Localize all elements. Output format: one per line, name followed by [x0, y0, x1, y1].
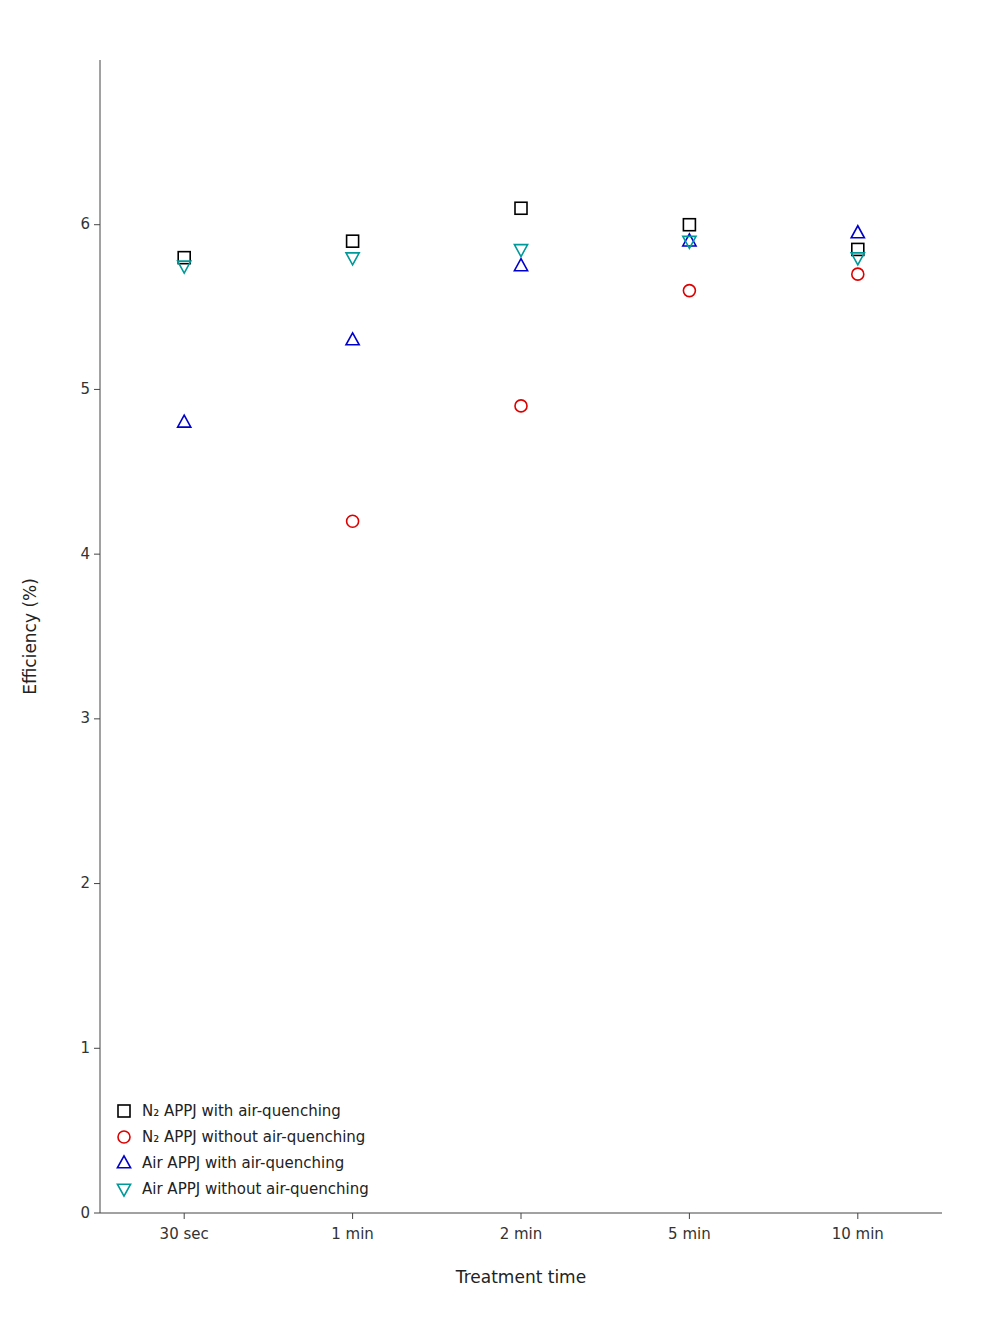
x-tick-label: 2 min [500, 1225, 543, 1243]
point [515, 202, 527, 214]
x-tick-label: 5 min [668, 1225, 711, 1243]
y-tick [94, 1048, 100, 1049]
x-tick-label: 10 min [832, 1225, 884, 1243]
x-tick [521, 1213, 522, 1219]
y-tick [94, 1213, 100, 1214]
y-tick [94, 224, 100, 225]
legend-marker [118, 1131, 130, 1143]
point [178, 261, 191, 273]
legend-marker [117, 1184, 130, 1196]
point [178, 415, 191, 427]
y-tick-label: 5 [80, 380, 90, 398]
point [347, 515, 359, 527]
legend-marker [117, 1156, 130, 1168]
point [683, 219, 695, 231]
y-tick [94, 554, 100, 555]
legend-label: Air APPJ with air-quenching [142, 1154, 344, 1172]
point [347, 235, 359, 247]
point [683, 236, 696, 248]
point [346, 333, 359, 345]
x-tick-label: 30 sec [160, 1225, 209, 1243]
legend-marker [118, 1105, 130, 1117]
y-tick-label: 2 [80, 874, 90, 892]
y-tick-label: 3 [80, 709, 90, 727]
y-tick [94, 718, 100, 719]
points [178, 202, 865, 527]
point [514, 245, 527, 257]
axes: 0 1 2 3 4 5 6 30 sec 1 min 2 min 5 min 10 min [80, 60, 942, 1243]
point [346, 253, 359, 265]
y-axis-line [100, 60, 101, 1213]
point [851, 226, 864, 238]
point [514, 259, 527, 271]
point [683, 285, 695, 297]
y-tick-label: 1 [80, 1039, 90, 1057]
legend-label: N₂ APPJ without air-quenching [142, 1128, 365, 1146]
point [851, 253, 864, 265]
y-tick [94, 883, 100, 884]
y-tick-label: 4 [80, 545, 90, 563]
chart: 0 1 2 3 4 5 6 30 sec 1 min 2 min 5 min 10 min Treatm… [0, 0, 992, 1323]
y-axis-label: Efficiency (%) [20, 578, 40, 695]
x-tick [857, 1213, 858, 1219]
legend-label: Air APPJ without air-quenching [142, 1180, 369, 1198]
point [515, 400, 527, 412]
x-tick [352, 1213, 353, 1219]
point [852, 268, 864, 280]
y-tick-label: 0 [80, 1204, 90, 1222]
legend-label: N₂ APPJ with air-quenching [142, 1102, 341, 1120]
x-tick [184, 1213, 185, 1219]
x-tick [689, 1213, 690, 1219]
legend: N₂ APPJ with air-quenching N₂ APPJ withou… [117, 1102, 368, 1198]
x-axis-label: Treatment time [455, 1267, 586, 1287]
x-tick-label: 1 min [331, 1225, 374, 1243]
y-tick-label: 6 [80, 215, 90, 233]
y-tick [94, 389, 100, 390]
